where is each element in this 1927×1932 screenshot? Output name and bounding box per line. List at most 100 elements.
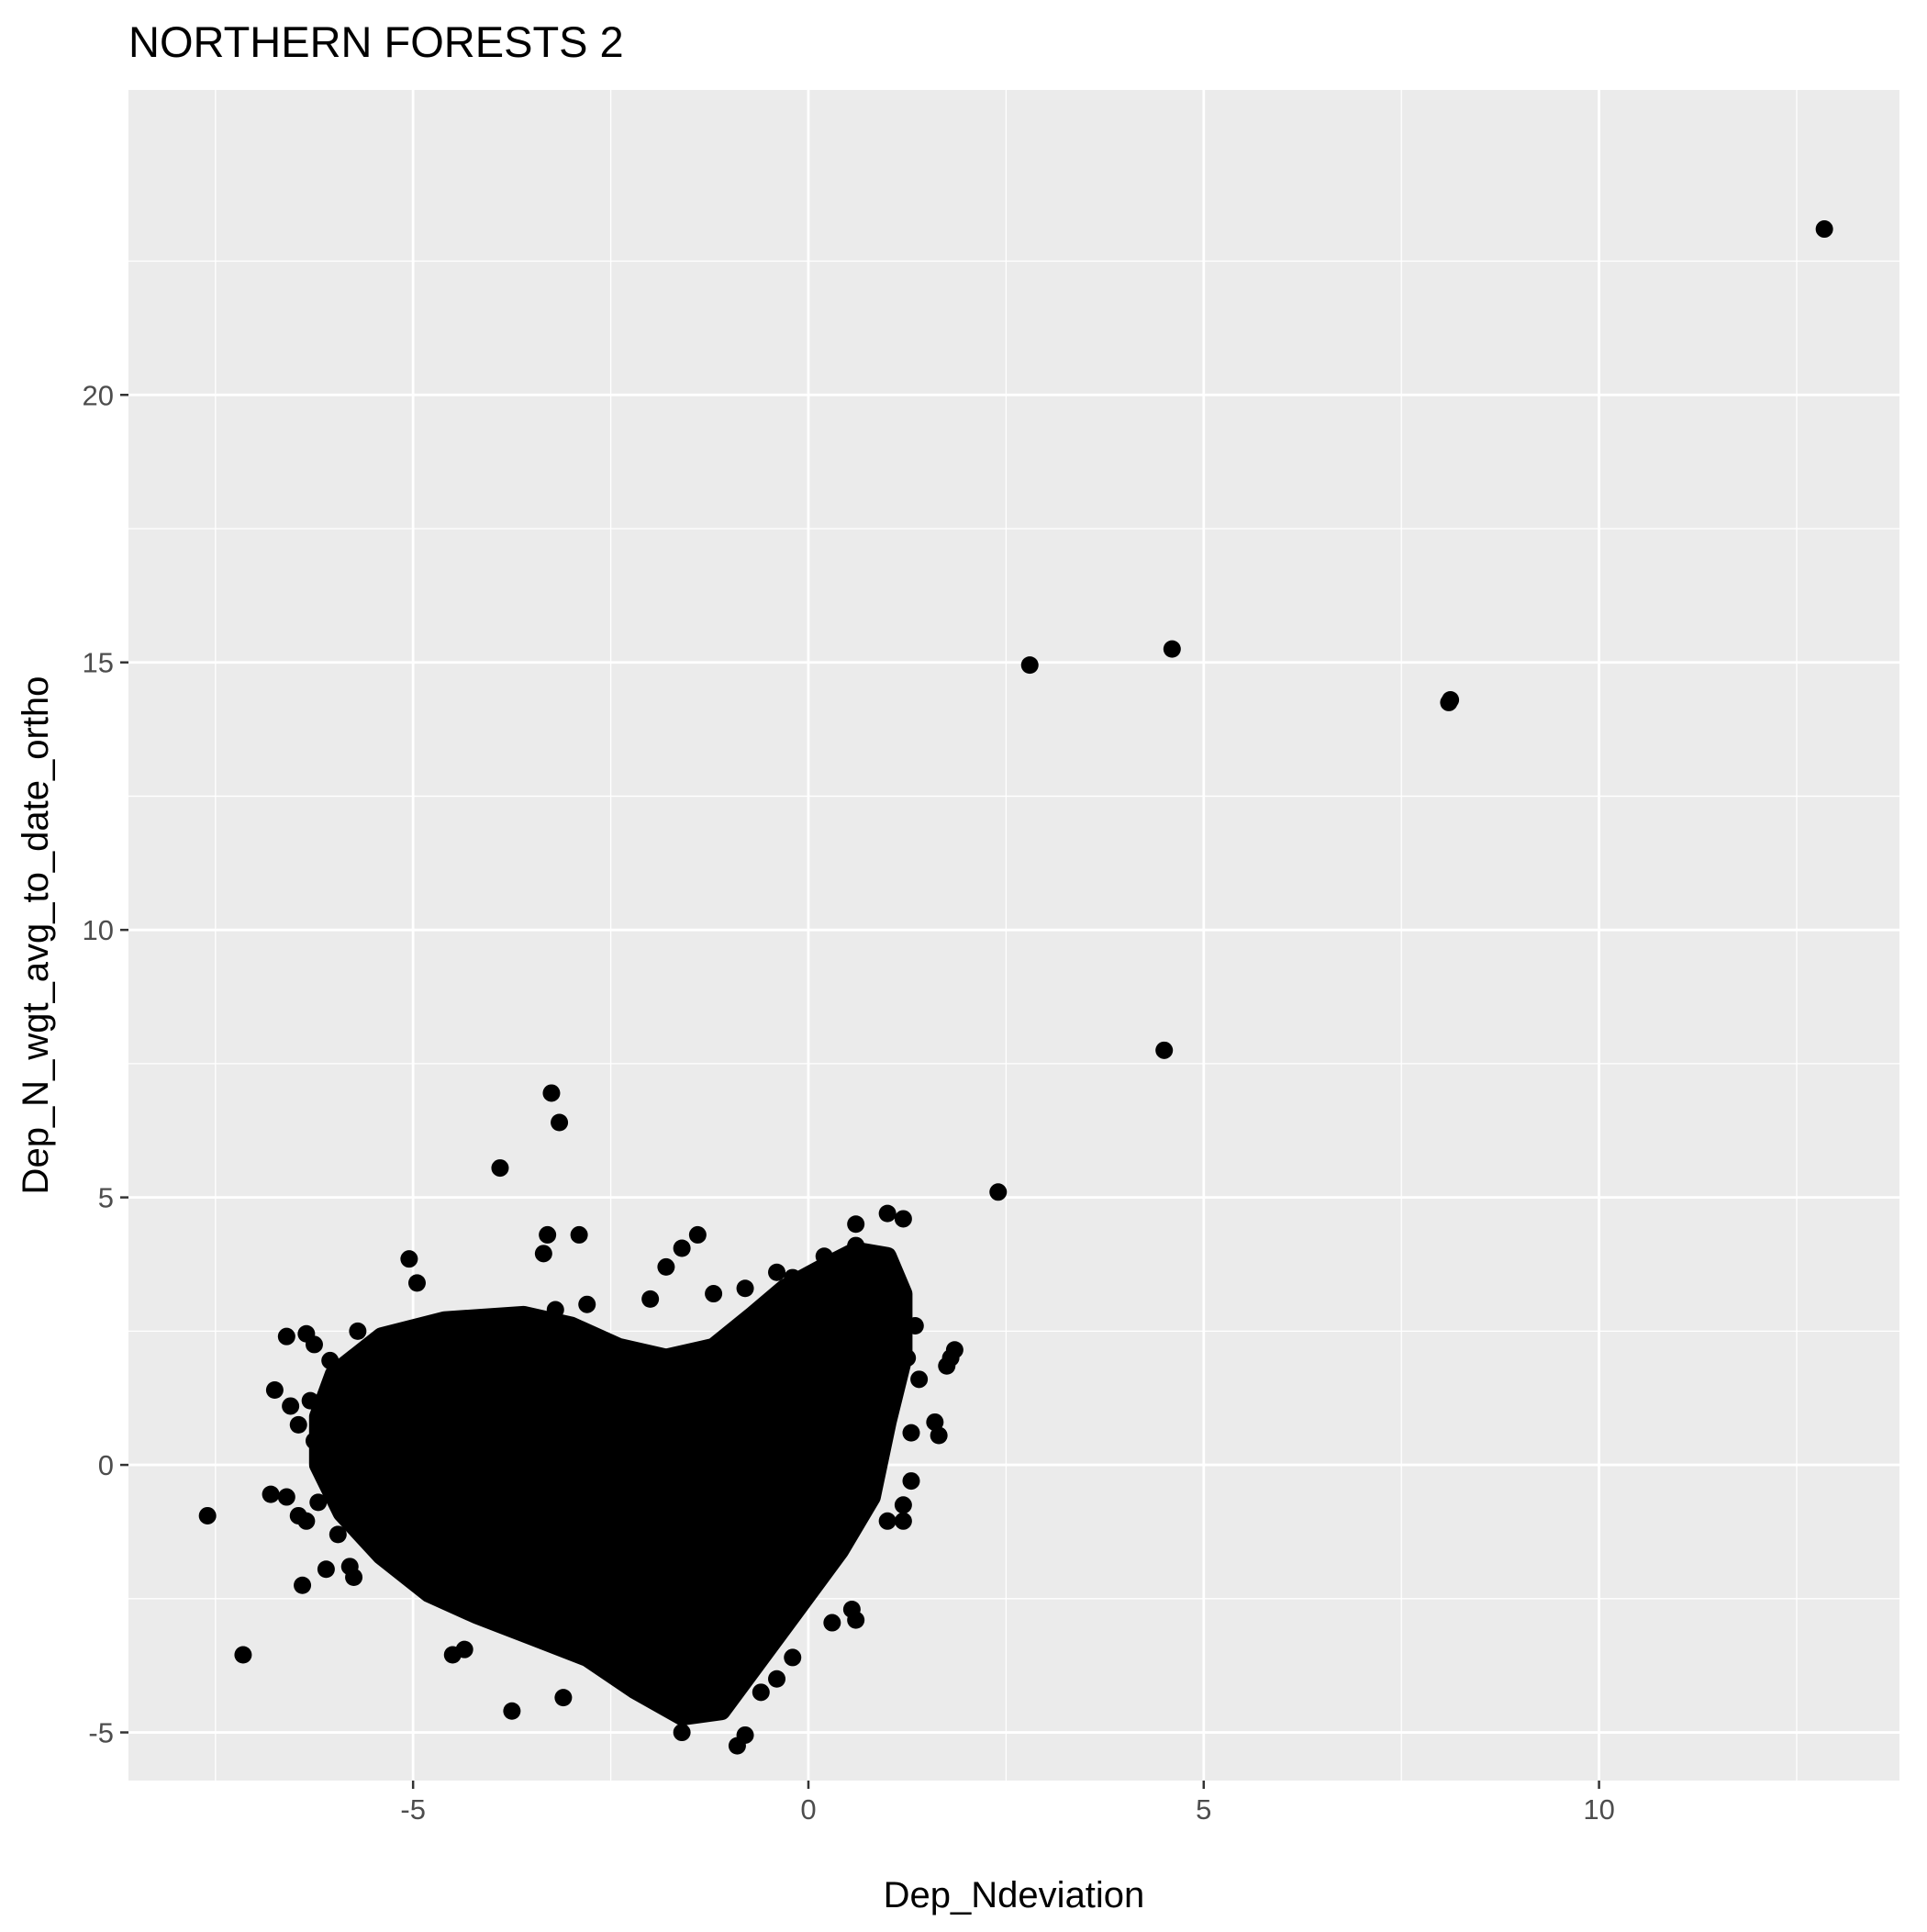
- data-point: [894, 1210, 912, 1228]
- data-point: [784, 1648, 802, 1667]
- data-point: [906, 1317, 924, 1335]
- data-point: [321, 1351, 340, 1369]
- data-point: [305, 1335, 323, 1354]
- data-point: [345, 1568, 363, 1586]
- data-point: [768, 1670, 786, 1688]
- data-point: [400, 1250, 418, 1268]
- data-point: [451, 1482, 470, 1501]
- data-point: [1163, 640, 1181, 658]
- data-point: [539, 1225, 557, 1244]
- data-point: [309, 1493, 328, 1512]
- data-point: [407, 1274, 426, 1292]
- data-point: [842, 1600, 861, 1618]
- data-point: [688, 1225, 707, 1244]
- y-tick-label: 0: [98, 1449, 114, 1481]
- data-point: [657, 1257, 675, 1276]
- data-point: [815, 1247, 833, 1266]
- data-point: [902, 1424, 920, 1442]
- data-point: [823, 1614, 841, 1632]
- data-point: [894, 1496, 912, 1514]
- data-point: [419, 1370, 438, 1389]
- data-point: [396, 1520, 415, 1538]
- data-point: [551, 1113, 569, 1132]
- data-point: [878, 1512, 897, 1530]
- data-point: [443, 1327, 462, 1346]
- data-point: [878, 1204, 897, 1223]
- data-point: [262, 1485, 280, 1503]
- data-point: [364, 1408, 383, 1426]
- data-point: [910, 1370, 929, 1389]
- data-point: [894, 1512, 912, 1530]
- data-point: [491, 1159, 509, 1178]
- data-point: [282, 1397, 300, 1415]
- data-point: [265, 1380, 284, 1399]
- data-point: [578, 1295, 596, 1313]
- y-tick-label: 15: [83, 647, 114, 679]
- data-point: [499, 1317, 518, 1335]
- data-point: [736, 1725, 754, 1744]
- data-point: [898, 1349, 917, 1367]
- data-point: [356, 1477, 374, 1495]
- y-axis-title: Dep_N_wgt_avg_to_date_ortho: [16, 676, 56, 1195]
- data-point: [388, 1440, 407, 1458]
- data-point: [641, 1290, 660, 1308]
- data-point: [317, 1560, 335, 1579]
- x-tick-label: 5: [1196, 1793, 1211, 1826]
- data-point: [736, 1279, 754, 1298]
- data-point: [329, 1525, 347, 1544]
- data-point: [784, 1268, 802, 1287]
- y-tick-label: -5: [88, 1717, 114, 1749]
- x-tick-label: 10: [1583, 1793, 1614, 1826]
- data-point: [752, 1683, 770, 1702]
- data-point: [522, 1365, 540, 1383]
- data-point: [989, 1183, 1008, 1201]
- data-points: [198, 220, 1833, 1755]
- data-point: [198, 1506, 217, 1524]
- y-tick-label: 5: [98, 1182, 114, 1214]
- data-point: [404, 1338, 422, 1357]
- data-point: [609, 1338, 628, 1357]
- minor-gridlines: [128, 90, 1899, 1781]
- data-point: [673, 1239, 691, 1257]
- data-point: [768, 1263, 786, 1281]
- x-tick-label: -5: [400, 1793, 426, 1826]
- x-tick-label: 0: [800, 1793, 816, 1826]
- data-point: [277, 1488, 295, 1506]
- data-point: [542, 1084, 561, 1102]
- data-point: [1442, 691, 1460, 709]
- data-point: [546, 1301, 564, 1319]
- data-point: [570, 1225, 588, 1244]
- data-point: [941, 1349, 960, 1367]
- data-point: [294, 1576, 312, 1594]
- data-point: [930, 1426, 948, 1445]
- data-point: [455, 1640, 473, 1658]
- data-point: [863, 1322, 881, 1340]
- data-point: [1155, 1041, 1174, 1059]
- data-point: [534, 1245, 552, 1263]
- data-point: [289, 1415, 307, 1434]
- y-axis: -5 0 5 10 15 20: [83, 379, 128, 1749]
- data-point: [902, 1472, 920, 1491]
- data-point: [847, 1215, 865, 1234]
- data-point: [234, 1646, 252, 1664]
- data-point: [503, 1702, 521, 1720]
- data-point: [1815, 220, 1833, 239]
- x-axis-title: Dep_Ndeviation: [884, 1875, 1145, 1915]
- data-point: [673, 1724, 691, 1742]
- data-point: [297, 1512, 316, 1530]
- data-point: [428, 1568, 446, 1586]
- data-point: [301, 1391, 319, 1410]
- data-point: [349, 1322, 367, 1340]
- x-axis: -5 0 5 10: [400, 1781, 1615, 1826]
- data-point: [467, 1402, 485, 1421]
- y-tick-label: 10: [83, 914, 114, 946]
- data-point: [277, 1327, 295, 1346]
- data-point: [1020, 656, 1039, 675]
- chart-title: NORTHERN FORESTS 2: [128, 17, 624, 66]
- data-point: [554, 1689, 573, 1707]
- data-point: [705, 1285, 723, 1303]
- data-point: [305, 1432, 323, 1450]
- data-point: [847, 1236, 865, 1255]
